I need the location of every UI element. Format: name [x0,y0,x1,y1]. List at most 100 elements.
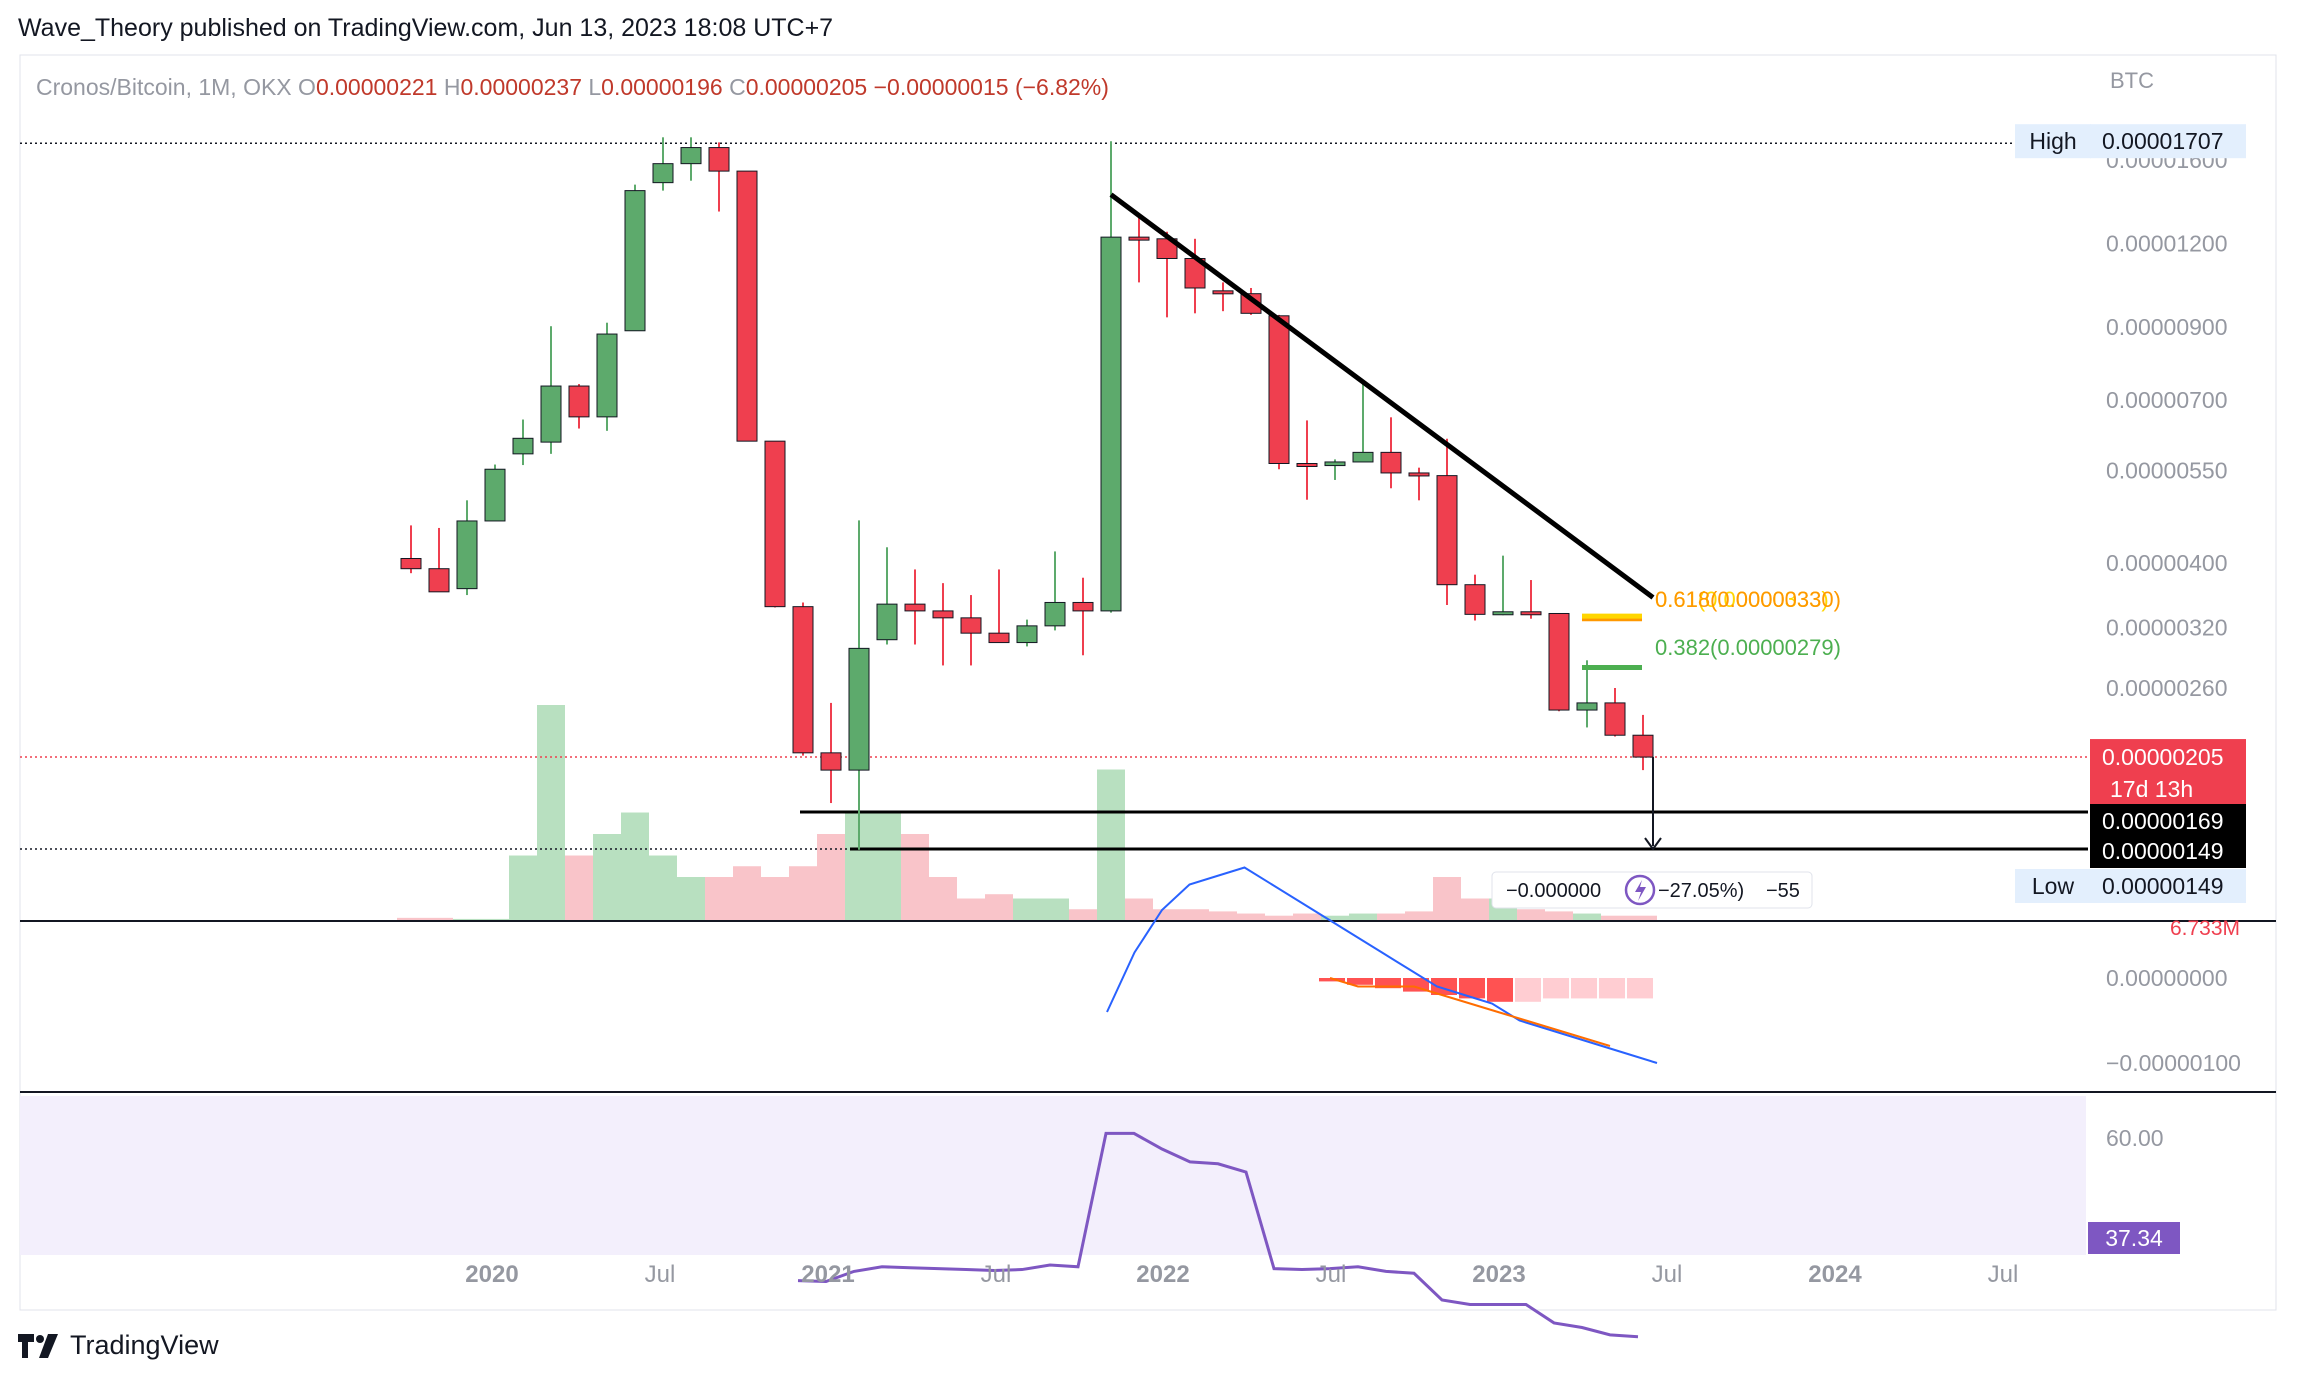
candle-body[interactable] [680,147,702,165]
volume-bar [1097,769,1125,920]
price-tick-label: 0.00000900 [2106,314,2228,340]
volume-bar [1181,909,1209,920]
last-price-bg [2090,739,2246,806]
time-tick-label: 2021 [801,1261,854,1288]
measure-arrowhead [1644,837,1662,851]
high-value-bg [2090,124,2246,159]
candle-body[interactable] [960,617,982,634]
volume-bar [817,834,845,920]
time-tick-label: Jul [1316,1261,1347,1288]
candle-body[interactable] [568,385,590,418]
candle-body[interactable] [540,385,562,443]
macd-histogram-bar [1487,978,1513,1002]
price-tick-label: 0.00000320 [2106,615,2228,641]
candle-body[interactable] [1212,290,1234,295]
candle-body[interactable] [1380,451,1402,474]
macd-signal-line[interactable] [1329,977,1611,1047]
volume-bar [481,918,509,920]
volume-bar [1545,911,1573,920]
high-label-bg [2015,124,2091,159]
candle-body[interactable] [456,520,478,590]
volume-bar [1573,913,1601,920]
candle-body[interactable] [876,603,898,641]
volume-bar [1153,909,1181,920]
macd-line[interactable] [1106,866,1658,1064]
macd-tick-label: 0.00000000 [2106,965,2228,991]
time-tick-label: 2023 [1472,1261,1525,1288]
candle-body[interactable] [1100,236,1122,612]
candle-body[interactable] [932,610,954,619]
volume-bar [1405,911,1433,920]
candle-body[interactable] [1576,702,1598,711]
candle-body[interactable] [1464,584,1486,615]
volume-bar [509,855,537,920]
lightning-bolt [1635,880,1646,901]
volume-bar [901,834,929,920]
candle-body[interactable] [1632,734,1654,758]
candle-body[interactable] [1352,451,1374,463]
candle-body[interactable] [512,437,534,455]
candle-body[interactable] [428,568,450,593]
candle-body[interactable] [736,170,758,442]
rsi-value-bg [2088,1222,2180,1254]
macd-histogram-bar [1515,978,1541,1002]
candle-body[interactable] [1268,315,1290,465]
tradingview-logo-text: TradingView [70,1330,219,1360]
macd-histogram-bar [1599,978,1625,999]
chart-frame [19,54,2277,1311]
candle-body[interactable] [1492,611,1514,616]
candle-body[interactable] [1324,461,1346,467]
candle-body[interactable] [1072,601,1094,612]
candle-body[interactable] [988,632,1010,644]
volume-label: 6.733M [2170,917,2240,940]
time-tick-label: Jul [645,1261,676,1288]
candle-body[interactable] [820,752,842,771]
candle-body[interactable] [1604,702,1626,736]
candle-body[interactable] [904,603,926,612]
candle-body[interactable] [1408,472,1430,477]
candle-body[interactable] [1016,625,1038,644]
volume-bar [873,812,901,920]
fib-level-label: 0.382(0.00000279) [1655,635,1841,660]
rsi-tick-label: 60.00 [2106,1125,2164,1151]
rsi-line[interactable] [797,1131,1639,1339]
candle-body[interactable] [400,557,422,570]
time-tick-label: Jul [1652,1261,1683,1288]
candle-body[interactable] [708,147,730,172]
candle-body[interactable] [624,190,646,332]
candle-body[interactable] [792,606,814,754]
tradingview-logo[interactable]: TradingView [18,1330,219,1361]
macd-histogram-bar [1319,978,1345,982]
low-label: Low [2032,873,2075,899]
time-tick-label: 2020 [465,1261,518,1288]
candle-body[interactable] [848,647,870,771]
candle-body[interactable] [1436,475,1458,586]
volume-bar [1461,898,1489,920]
candle-body[interactable] [1548,612,1570,711]
time-tick-label: Jul [981,1261,1012,1288]
macd-histogram-bar [1543,978,1569,999]
candle-body[interactable] [764,440,786,608]
candle-body[interactable] [1128,236,1150,241]
candle-body[interactable] [1296,463,1318,468]
candle-body[interactable] [1044,601,1066,627]
macd-histogram-bar [1571,978,1597,999]
measure-text: −0.000000 [1506,880,1601,902]
volume-bar [593,834,621,920]
candle-body[interactable] [1520,611,1542,616]
volume-bar [957,898,985,920]
macd-histogram-bar [1375,978,1401,989]
volume-bar [621,812,649,920]
volume-bar [649,855,677,920]
candle-body[interactable] [484,468,506,522]
low-label-bg [2015,869,2091,903]
trend-line[interactable] [1109,192,1655,600]
candle-body[interactable] [652,163,674,184]
volume-bar [565,855,593,920]
time-tick-label: Jul [1988,1261,2019,1288]
price-tick-label: 0.00001200 [2106,231,2228,257]
low-value: 0.00000149 [2102,873,2224,899]
candle-body[interactable] [596,333,618,418]
volume-bar [1629,915,1657,920]
